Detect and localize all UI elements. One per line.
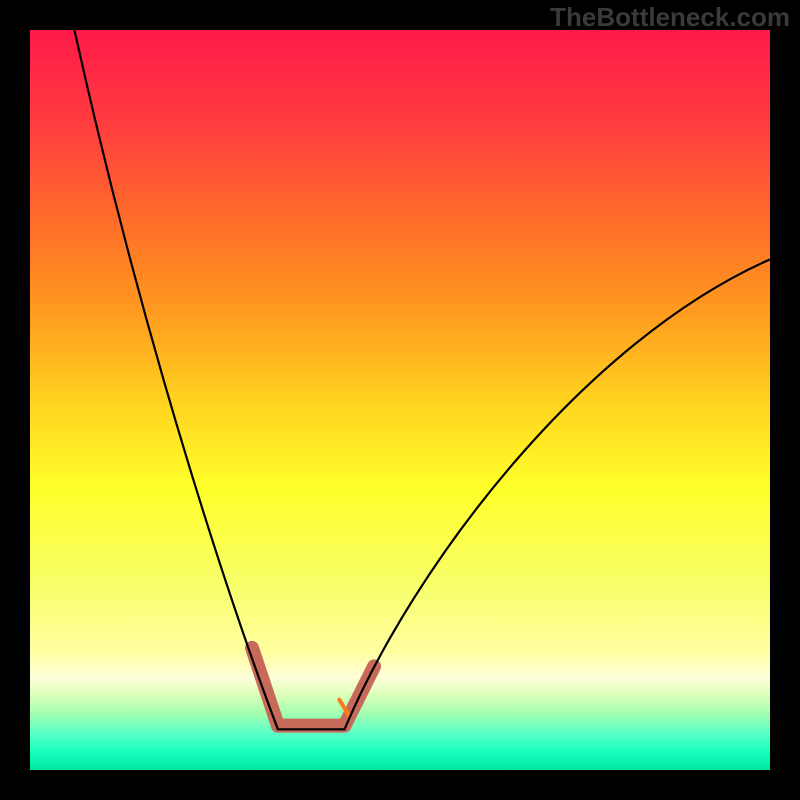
curve-layer [30,30,770,770]
highlight-stroke [345,666,375,725]
highlight-tick [339,700,349,717]
watermark-text: TheBottleneck.com [550,2,790,33]
plot-area [30,30,770,770]
highlight-stroke [252,648,278,726]
bottleneck-curve [74,30,770,729]
